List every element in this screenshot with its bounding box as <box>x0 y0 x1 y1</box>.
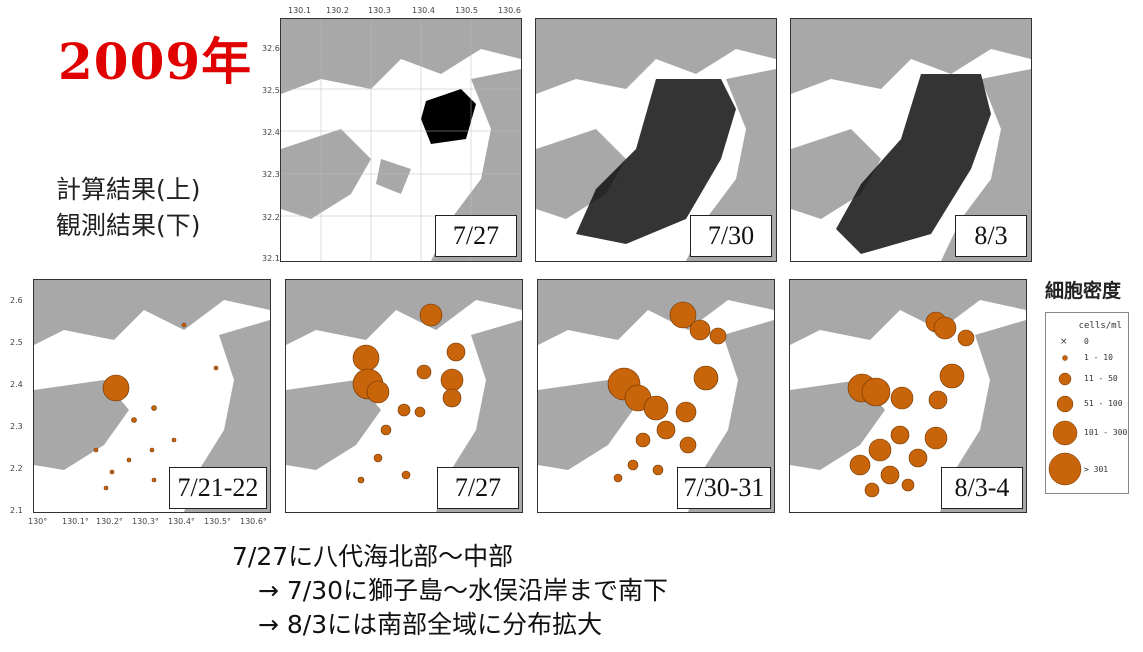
bottom-ytick-5: 2.2 <box>10 464 23 473</box>
side-labels: 計算結果(上) 観測結果(下) <box>56 172 201 244</box>
top-xtick-6: 130.6 <box>498 6 521 15</box>
legend-row-5: > 301 <box>1046 451 1128 487</box>
date-label-bottom-1: 7/21-22 <box>169 467 267 509</box>
calc-label: 計算結果(上) <box>56 175 201 204</box>
bottom-xtick-4: 130.3° <box>132 517 159 526</box>
map-top-1 <box>281 19 521 261</box>
top-xtick-5: 130.5 <box>455 6 478 15</box>
legend-row-1: 1 - 10 <box>1046 351 1128 365</box>
legend-row-2: 11 - 50 <box>1046 369 1128 389</box>
top-xtick-4: 130.4 <box>412 6 435 15</box>
summary-line-2: → 7/30に獅子島～水俣沿岸まで南下 <box>258 576 669 605</box>
top-xtick-2: 130.2 <box>326 6 349 15</box>
legend-label-3: 51 - 100 <box>1084 399 1123 408</box>
summary-line-3: → 8/3には南部全域に分布拡大 <box>258 610 603 639</box>
legend-row-4: 101 - 300 <box>1046 419 1128 447</box>
legend-label-4: 101 - 300 <box>1084 428 1128 437</box>
date-label-top-3: 8/3 <box>955 215 1027 257</box>
top-ytick-1: 32.6 <box>262 44 280 53</box>
summary-text: 7/27に八代海北部～中部 → 7/30に獅子島～水俣沿岸まで南下 → 8/3に… <box>232 540 668 642</box>
legend-title: 細胞密度 <box>1045 280 1122 302</box>
bottom-ytick-3: 2.4 <box>10 380 23 389</box>
bottom-xtick-6: 130.5° <box>204 517 231 526</box>
legend-row-3: 51 - 100 <box>1046 393 1128 415</box>
map-top-2 <box>536 19 776 261</box>
map-top-3 <box>791 19 1031 261</box>
top-panel-1: 7/27 <box>280 18 522 262</box>
date-label-top-2: 7/30 <box>690 215 772 257</box>
legend-circle-1 <box>1062 355 1068 361</box>
legend-label-5: > 301 <box>1084 465 1109 474</box>
legend-circle-4 <box>1052 420 1078 446</box>
legend-unit: cells/ml <box>1078 321 1122 331</box>
year-title: 2009年 <box>58 32 253 91</box>
legend-label-1: 1 - 10 <box>1084 353 1113 362</box>
bottom-xtick-2: 130.1° <box>62 517 89 526</box>
top-panel-2: 7/30 <box>535 18 777 262</box>
legend-circle-2 <box>1058 372 1072 386</box>
bottom-xtick-7: 130.6° <box>240 517 267 526</box>
date-label-top-1: 7/27 <box>435 215 517 257</box>
map-bottom-1 <box>34 280 270 512</box>
date-label-bottom-4: 8/3-4 <box>941 467 1023 509</box>
top-panel-3: 8/3 <box>790 18 1032 262</box>
legend-box: cells/ml × 0 1 - 10 11 - 50 51 - 100 101… <box>1045 312 1129 494</box>
legend-circle-3 <box>1056 395 1074 413</box>
bottom-ytick-6: 2.1 <box>10 506 23 515</box>
top-ytick-4: 32.3 <box>262 170 280 179</box>
obs-label: 観測結果(下) <box>56 211 201 240</box>
bottom-xtick-1: 130° <box>28 517 48 526</box>
bottom-xtick-3: 130.2° <box>96 517 123 526</box>
summary-line-1: 7/27に八代海北部～中部 <box>232 542 514 571</box>
legend-label-0: 0 <box>1084 337 1089 346</box>
bottom-ytick-4: 2.3 <box>10 422 23 431</box>
bottom-panel-3: 7/30-31 <box>537 279 775 513</box>
bottom-ytick-2: 2.5 <box>10 338 23 347</box>
date-label-bottom-3: 7/30-31 <box>677 467 771 509</box>
bottom-panel-2: 7/27 <box>285 279 523 513</box>
top-xtick-1: 130.1 <box>288 6 311 15</box>
legend-row-0: × 0 <box>1046 337 1128 349</box>
legend-mark-0: × <box>1060 337 1068 347</box>
legend-circle-5 <box>1048 452 1082 486</box>
date-label-bottom-2: 7/27 <box>437 467 519 509</box>
top-ytick-2: 32.5 <box>262 86 280 95</box>
top-ytick-3: 32.4 <box>262 128 280 137</box>
bottom-ytick-1: 2.6 <box>10 296 23 305</box>
bottom-xtick-5: 130.4° <box>168 517 195 526</box>
top-ytick-5: 32.2 <box>262 213 280 222</box>
top-ytick-6: 32.1 <box>262 254 280 263</box>
bottom-panel-1: 7/21-22 <box>33 279 271 513</box>
bottom-panel-4: 8/3-4 <box>789 279 1027 513</box>
legend-label-2: 11 - 50 <box>1084 374 1118 383</box>
map-bottom-3 <box>538 280 774 512</box>
top-xtick-3: 130.3 <box>368 6 391 15</box>
